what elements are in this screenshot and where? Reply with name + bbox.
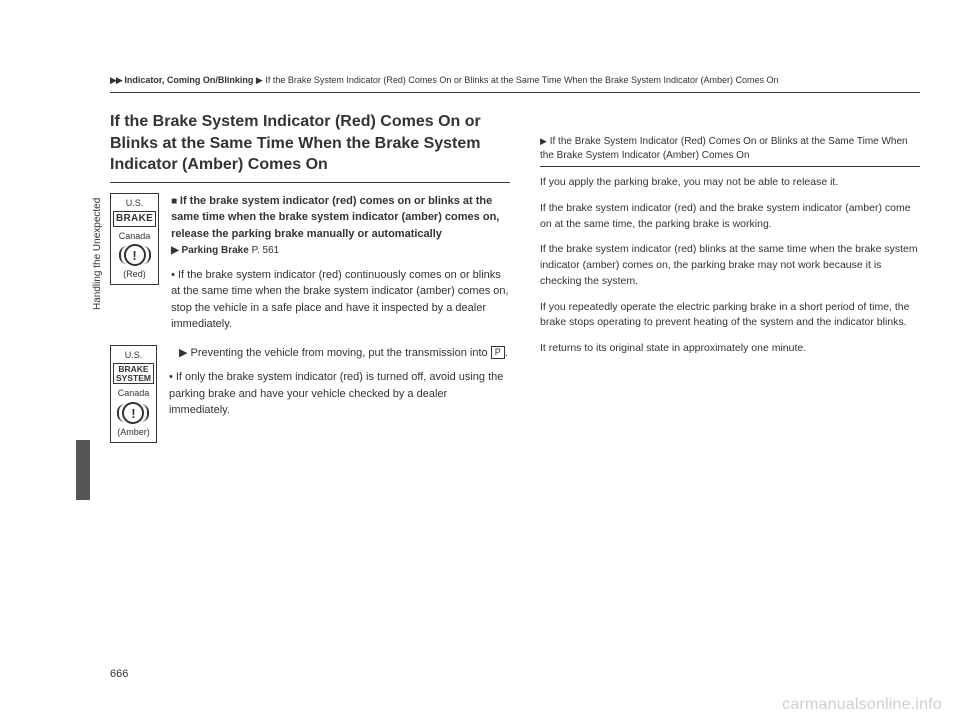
indicator-color-amber: (Amber)	[113, 427, 154, 438]
breadcrumb: ▶▶ Indicator, Coming On/Blinking ▶ If th…	[110, 75, 920, 93]
breadcrumb-arrows: ▶▶	[110, 75, 122, 85]
bullet-2: If only the brake system indicator (red)…	[169, 371, 503, 416]
page-number: 666	[110, 668, 128, 680]
brake-symbol-icon-2: !	[122, 402, 144, 424]
ref-arrow-icon: ▶	[171, 245, 179, 256]
indicator-region-us: U.S.	[113, 198, 156, 209]
bullet-square-icon: ■	[171, 196, 180, 207]
page-content: ▶▶ Indicator, Coming On/Blinking ▶ If th…	[110, 75, 920, 682]
ref-page: P. 561	[252, 245, 280, 256]
page-title: If the Brake System Indicator (Red) Come…	[110, 111, 510, 183]
side-note-column: ▶ If the Brake System Indicator (Red) Co…	[540, 111, 920, 455]
chapter-label: Handling the Unexpected	[92, 198, 103, 310]
indicator-amber-box: U.S. BRAKESYSTEM Canada ! (Amber)	[110, 345, 157, 443]
indicator-region-ca2: Canada	[113, 388, 154, 399]
side-note-p1: If you apply the parking brake, you may …	[540, 175, 920, 191]
indicator-red-box: U.S. BRAKE Canada ! (Red)	[110, 193, 159, 285]
watermark: carmanualsonline.info	[782, 696, 942, 714]
breadcrumb-sep: ▶	[256, 75, 263, 85]
side-note-p4: If you repeatedly operate the electric p…	[540, 300, 920, 332]
brake-word-icon: BRAKE	[113, 211, 156, 227]
intro-bold: If the brake system indicator (red) come…	[171, 195, 499, 240]
p-box-icon: P	[491, 346, 505, 359]
side-note-heading: If the Brake System Indicator (Red) Come…	[540, 136, 908, 161]
indicator-color-red: (Red)	[113, 269, 156, 280]
brake-symbol-icon: !	[124, 244, 146, 266]
breadcrumb-page: If the Brake System Indicator (Red) Come…	[265, 75, 778, 85]
side-note-p2: If the brake system indicator (red) and …	[540, 201, 920, 233]
indicator-region-us2: U.S.	[113, 350, 154, 361]
indicator-region-ca: Canada	[113, 231, 156, 242]
main-column: If the Brake System Indicator (Red) Come…	[110, 111, 510, 455]
brake-system-icon: BRAKESYSTEM	[113, 363, 154, 385]
side-note-p5: It returns to its original state in appr…	[540, 341, 920, 357]
breadcrumb-section: Indicator, Coming On/Blinking	[124, 75, 253, 85]
intro-text: ■ If the brake system indicator (red) co…	[171, 193, 510, 333]
chapter-tab	[76, 440, 90, 500]
side-note-title: ▶ If the Brake System Indicator (Red) Co…	[540, 135, 920, 167]
note-arrow-icon: ▶	[540, 136, 547, 146]
side-note-p3: If the brake system indicator (red) blin…	[540, 242, 920, 289]
secondary-text: ▶ Preventing the vehicle from moving, pu…	[169, 345, 510, 419]
sub-arrow-icon: ▶	[179, 347, 187, 359]
sub-text: Preventing the vehicle from moving, put …	[190, 347, 487, 359]
ref-label: Parking Brake	[182, 245, 249, 256]
bullet-1: If the brake system indicator (red) cont…	[171, 269, 508, 331]
